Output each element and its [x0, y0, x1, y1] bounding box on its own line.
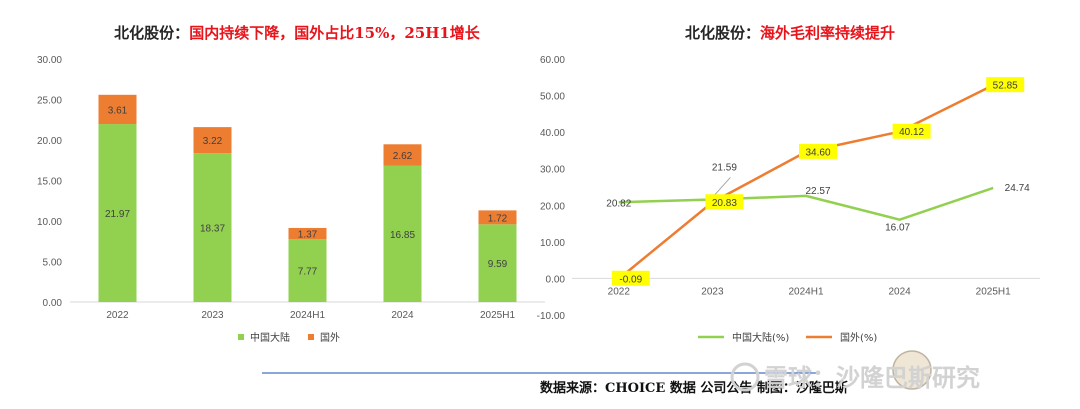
legend-label: 国外	[320, 332, 340, 344]
bar-domestic	[478, 224, 517, 302]
right-x-tick-label: 2022	[608, 286, 631, 297]
watermark-text: 雪球：沙隆巴斯研究	[764, 364, 980, 392]
right-y-tick-label: 0.00	[546, 274, 566, 285]
watermark-avatar-icon	[892, 350, 932, 390]
left-x-tick-label: 2024	[391, 310, 414, 321]
label-leader-line	[712, 177, 731, 198]
left-bars: 21.97 3.61 18.37 3.22 7.77 1.37 16.85 2.62 9.59 1…	[98, 94, 517, 302]
right-chart-title-main: 海外毛利率持续提升	[760, 24, 895, 42]
right-y-tick-label: 10.00	[540, 238, 565, 249]
line-value-label: -0.09	[619, 274, 642, 285]
right-lines	[618, 84, 994, 280]
left-y-tick-label: 30.00	[37, 55, 62, 66]
bar-domestic	[288, 239, 327, 302]
right-x-tick-label: 2024H1	[788, 286, 823, 297]
line-value-label: 20.83	[712, 198, 737, 209]
source-note: 数据来源：CHOICE 数据 公司公告 制图：沙隆巴斯	[540, 380, 848, 396]
line-value-label: 22.57	[805, 186, 830, 197]
legend-label: 国外(%)	[840, 332, 877, 344]
right-y-tick-label: 20.00	[540, 201, 565, 212]
right-x-tick-label: 2024	[888, 286, 911, 297]
bar-domestic	[193, 153, 232, 302]
left-chart-title-main: 国内持续下降，国外占比15%，25H1增长	[189, 24, 481, 42]
right-x-tick-label: 2023	[701, 286, 724, 297]
right-x-axis: 2022 2023 2024H1 2024 2025H1	[608, 286, 1011, 297]
right-y-tick-label: 30.00	[540, 165, 565, 176]
right-chart-title: 北化股份：海外毛利率持续提升	[685, 24, 895, 42]
highlight-box	[705, 194, 744, 210]
right-y-tick-label: 50.00	[540, 92, 565, 103]
right-data-labels: 20.82 21.59 22.57 16.07 24.74 -0.09 20.83 34.60…	[606, 77, 1030, 286]
watermark: 雪球：沙隆巴斯研究	[730, 350, 980, 392]
bar-overseas	[98, 94, 137, 125]
bar-domestic	[383, 165, 422, 302]
right-chart-title-prefix: 北化股份：	[685, 24, 760, 42]
gross-margin-chart: 北化股份：海外毛利率持续提升 -10.00 0.00 10.00 20.00 30.00…	[537, 24, 1040, 344]
bar-value-label: 16.85	[390, 230, 415, 241]
highlight-box	[611, 270, 650, 286]
line-domestic-margin	[618, 186, 994, 221]
left-y-tick-label: 25.00	[37, 96, 62, 107]
highlight-box	[892, 123, 931, 139]
left-x-axis: 2022 2023 2024H1 2024 2025H1	[106, 310, 515, 321]
line-overseas-margin	[618, 84, 994, 280]
highlight-box	[799, 143, 837, 159]
line-value-label: 16.07	[885, 223, 910, 234]
right-y-axis: -10.00 0.00 10.00 20.00 30.00 40.00 50.00 60.00	[537, 55, 566, 322]
right-y-tick-label: 40.00	[540, 128, 565, 139]
line-value-label: 24.74	[1005, 183, 1030, 194]
left-x-tick-label: 2022	[106, 310, 129, 321]
bar-value-label: 9.59	[488, 259, 508, 270]
bar-overseas	[288, 227, 327, 240]
bar-value-label: 1.37	[298, 230, 318, 241]
left-chart-title-prefix: 北化股份：	[114, 24, 189, 42]
line-value-label: 21.59	[712, 162, 737, 173]
bar-value-label: 7.77	[298, 267, 318, 278]
right-legend: 中国大陆(%) 国外(%)	[698, 331, 877, 344]
line-value-label: 40.12	[899, 127, 924, 138]
legend-swatch	[308, 334, 314, 340]
legend-swatch	[238, 334, 244, 340]
line-value-label: 20.82	[606, 198, 631, 209]
bar-overseas	[383, 144, 422, 166]
left-y-tick-label: 10.00	[37, 217, 62, 228]
left-y-tick-label: 20.00	[37, 136, 62, 147]
watermark-logo-icon	[730, 362, 760, 392]
bar-value-label: 21.97	[105, 209, 130, 220]
left-y-tick-label: 15.00	[37, 177, 62, 188]
left-y-tick-label: 0.00	[43, 298, 63, 309]
right-x-tick-label: 2025H1	[976, 286, 1011, 297]
right-y-tick-label: -10.00	[537, 311, 566, 322]
left-chart-title: 北化股份：国内持续下降，国外占比15%，25H1增长	[114, 24, 481, 42]
right-y-tick-label: 60.00	[540, 55, 565, 66]
left-y-tick-label: 5.00	[43, 258, 63, 269]
line-value-label: 34.60	[805, 147, 830, 158]
bar-overseas	[478, 210, 517, 225]
bar-value-label: 3.22	[203, 136, 223, 147]
bar-value-label: 1.72	[488, 213, 508, 224]
bar-value-label: 3.61	[108, 105, 128, 116]
highlight-box	[986, 77, 1025, 93]
left-x-tick-label: 2024H1	[290, 310, 325, 321]
legend-label: 中国大陆(%)	[732, 331, 789, 344]
line-value-label: 52.85	[993, 81, 1018, 92]
bar-domestic	[98, 124, 137, 302]
bar-value-label: 2.62	[393, 151, 413, 162]
domestic-overseas-revenue-chart: 北化股份：国内持续下降，国外占比15%，25H1增长 0.00 5.00 10.00…	[37, 24, 545, 344]
left-legend: 中国大陆 国外	[238, 331, 340, 344]
bar-value-label: 18.37	[200, 224, 225, 235]
left-x-tick-label: 2023	[201, 310, 224, 321]
legend-label: 中国大陆	[250, 331, 290, 344]
left-x-tick-label: 2025H1	[480, 310, 515, 321]
bar-overseas	[193, 127, 232, 154]
left-y-axis: 0.00 5.00 10.00 15.00 20.00 25.00 30.00	[37, 55, 62, 309]
